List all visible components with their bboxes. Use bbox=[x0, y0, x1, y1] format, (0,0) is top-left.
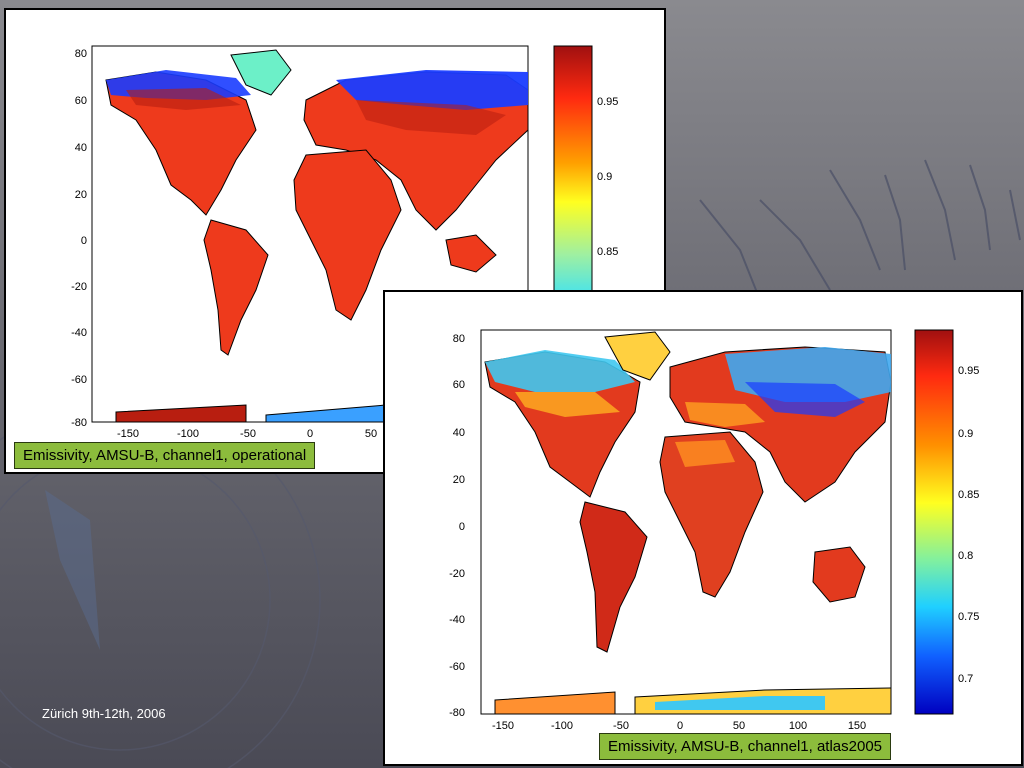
lat-tick-label: 60 bbox=[75, 95, 87, 107]
colorbar-ticks: 0.95 0.9 0.85 bbox=[597, 96, 618, 258]
lon-tick-label: -150 bbox=[492, 720, 514, 732]
lat-tick-label: -60 bbox=[71, 374, 87, 386]
lon-tick-label: 50 bbox=[733, 720, 745, 732]
lon-tick-label: 50 bbox=[365, 428, 377, 440]
lat-tick-label: 20 bbox=[75, 189, 87, 201]
land-greenland bbox=[604, 331, 671, 381]
lat-tick-label: 40 bbox=[75, 142, 87, 154]
lon-axis: -150 -100 -50 0 50 100 150 bbox=[492, 720, 866, 732]
lon-tick-label: -150 bbox=[117, 428, 139, 440]
lon-tick-label: 0 bbox=[677, 720, 683, 732]
lon-tick-label: 150 bbox=[848, 720, 866, 732]
lon-tick-label: 0 bbox=[307, 428, 313, 440]
footer-location-date: Zürich 9th-12th, 2006 bbox=[42, 706, 166, 721]
colorbar-tick-label: 0.9 bbox=[597, 171, 612, 183]
lat-tick-label: 80 bbox=[75, 48, 87, 60]
caption-atlas2005: Emissivity, AMSU-B, channel1, atlas2005 bbox=[599, 733, 892, 760]
colorbar-ticks: 0.95 0.9 0.85 0.8 0.75 0.7 bbox=[958, 365, 979, 685]
land-greenland bbox=[230, 49, 292, 96]
land-antarctica bbox=[115, 404, 247, 423]
land-australia bbox=[812, 546, 866, 603]
lat-tick-label: 0 bbox=[81, 235, 87, 247]
lon-axis: -150 -100 -50 0 50 bbox=[117, 428, 377, 440]
lat-tick-label: -20 bbox=[71, 281, 87, 293]
colorbar-tick-label: 0.95 bbox=[958, 365, 979, 377]
lat-tick-label: -40 bbox=[71, 327, 87, 339]
emissivity-map-atlas2005: 80 60 40 20 0 -20 -40 -60 -80 -150 -100 … bbox=[449, 329, 979, 732]
colorbar-tick-label: 0.8 bbox=[958, 550, 973, 562]
emissivity-map-operational: 80 60 40 20 0 -20 -40 -60 -80 -150 -100 … bbox=[71, 45, 618, 440]
lon-tick-label: 100 bbox=[789, 720, 807, 732]
colorbar-tick-label: 0.9 bbox=[958, 428, 973, 440]
lat-tick-label: 80 bbox=[453, 333, 465, 345]
land-africa bbox=[293, 149, 402, 321]
land-south-america bbox=[579, 501, 648, 653]
caption-operational: Emissivity, AMSU-B, channel1, operationa… bbox=[14, 442, 316, 469]
lat-tick-label: 40 bbox=[453, 427, 465, 439]
colorbar-tick-label: 0.95 bbox=[597, 96, 618, 108]
colorbar-tick-label: 0.7 bbox=[958, 673, 973, 685]
lon-tick-label: -100 bbox=[551, 720, 573, 732]
lat-tick-label: -60 bbox=[449, 661, 465, 673]
lat-tick-label: -40 bbox=[449, 614, 465, 626]
lat-tick-label: 0 bbox=[459, 521, 465, 533]
colorbar-operational bbox=[553, 45, 593, 307]
lat-axis: 80 60 40 20 0 -20 -40 -60 -80 bbox=[71, 48, 87, 429]
lon-tick-label: -100 bbox=[177, 428, 199, 440]
colorbar-tick-label: 0.75 bbox=[958, 611, 979, 623]
lat-tick-label: 20 bbox=[453, 474, 465, 486]
lon-tick-label: -50 bbox=[613, 720, 629, 732]
lat-tick-label: 60 bbox=[453, 379, 465, 391]
land-antarctica bbox=[494, 691, 616, 715]
colorbar-tick-label: 0.85 bbox=[597, 246, 618, 258]
land-africa bbox=[659, 431, 764, 598]
lon-tick-label: -50 bbox=[240, 428, 256, 440]
compass-needle-icon bbox=[45, 490, 100, 650]
lat-tick-label: -20 bbox=[449, 568, 465, 580]
lat-axis: 80 60 40 20 0 -20 -40 -60 -80 bbox=[449, 333, 465, 719]
lat-tick-label: -80 bbox=[449, 707, 465, 719]
colorbar-atlas2005 bbox=[914, 329, 954, 715]
land-south-america bbox=[203, 219, 269, 356]
map-panel-atlas2005: 80 60 40 20 0 -20 -40 -60 -80 -150 -100 … bbox=[383, 290, 1023, 766]
colorbar-tick-label: 0.85 bbox=[958, 489, 979, 501]
lat-tick-label: -80 bbox=[71, 417, 87, 429]
